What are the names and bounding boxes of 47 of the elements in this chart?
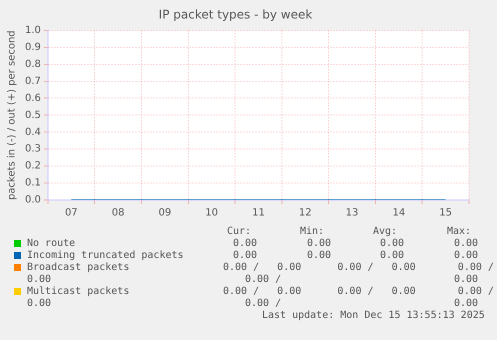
y-tick-label: 0.0 xyxy=(24,194,41,206)
text: Min: xyxy=(300,226,324,238)
x-tick-label: 14 xyxy=(392,208,406,219)
text: 0.00 xyxy=(27,274,52,286)
text: 0.00 xyxy=(454,274,478,286)
x-tick-label: 11 xyxy=(252,208,265,219)
x-tick-label: 08 xyxy=(112,208,124,219)
text: Cur: xyxy=(227,226,252,238)
y-tick-label: 0.7 xyxy=(24,76,41,87)
legend-label: Broadcast packets xyxy=(27,262,130,273)
x-tick-label: 12 xyxy=(298,208,312,219)
y-tick-label: 0.6 xyxy=(24,92,41,104)
text: 0.00 xyxy=(454,298,478,310)
y-tick-label: 0.2 xyxy=(24,160,41,172)
y-tick-label: 0.1 xyxy=(24,178,41,189)
chart-title: IP packet types - by week xyxy=(158,7,312,22)
text: 0.00 xyxy=(454,250,478,262)
text: 0.00 / xyxy=(245,274,282,286)
text: 0.00 xyxy=(307,238,332,250)
x-tick-label: 09 xyxy=(158,208,172,219)
y-tick-label: 0.8 xyxy=(24,58,41,70)
text: Avg: xyxy=(373,226,398,238)
y-tick-label: 0.4 xyxy=(24,126,41,138)
x-tick-label: 07 xyxy=(64,208,78,219)
text: 0.00 xyxy=(307,250,332,262)
y-tick-label: 0.9 xyxy=(24,42,41,53)
text: 0.00 xyxy=(233,238,258,250)
y-axis-title: packets in (-) / out (+) per second xyxy=(6,30,18,200)
legend-label: Incoming truncated packets xyxy=(27,250,184,261)
text: Last update: Mon Dec 15 13:55:13 2025 xyxy=(262,310,485,322)
legend-label: No route xyxy=(27,238,76,249)
x-tick-label: 15 xyxy=(439,208,452,219)
text: 0.00 xyxy=(233,250,258,262)
text: 0.00 xyxy=(27,298,52,310)
x-tick-label: 10 xyxy=(205,208,218,219)
y-tick-label: 0.5 xyxy=(24,110,41,121)
text: 0.00 xyxy=(380,238,404,250)
text: 0.00 xyxy=(380,250,404,262)
y-tick-label: 1.0 xyxy=(24,24,41,36)
text: 0.00 / 0.00 0.00 / 0.00 0.00 / xyxy=(223,286,494,298)
x-tick-label: 13 xyxy=(346,208,358,219)
text: 0.00 xyxy=(454,238,478,250)
y-tick-label: 0.3 xyxy=(24,144,41,155)
text: Max: xyxy=(447,226,472,238)
text: 0.00 / xyxy=(245,298,282,310)
text: 0.00 / 0.00 0.00 / 0.00 0.00 / xyxy=(223,262,494,274)
legend-label: Multicast packets xyxy=(27,286,130,297)
